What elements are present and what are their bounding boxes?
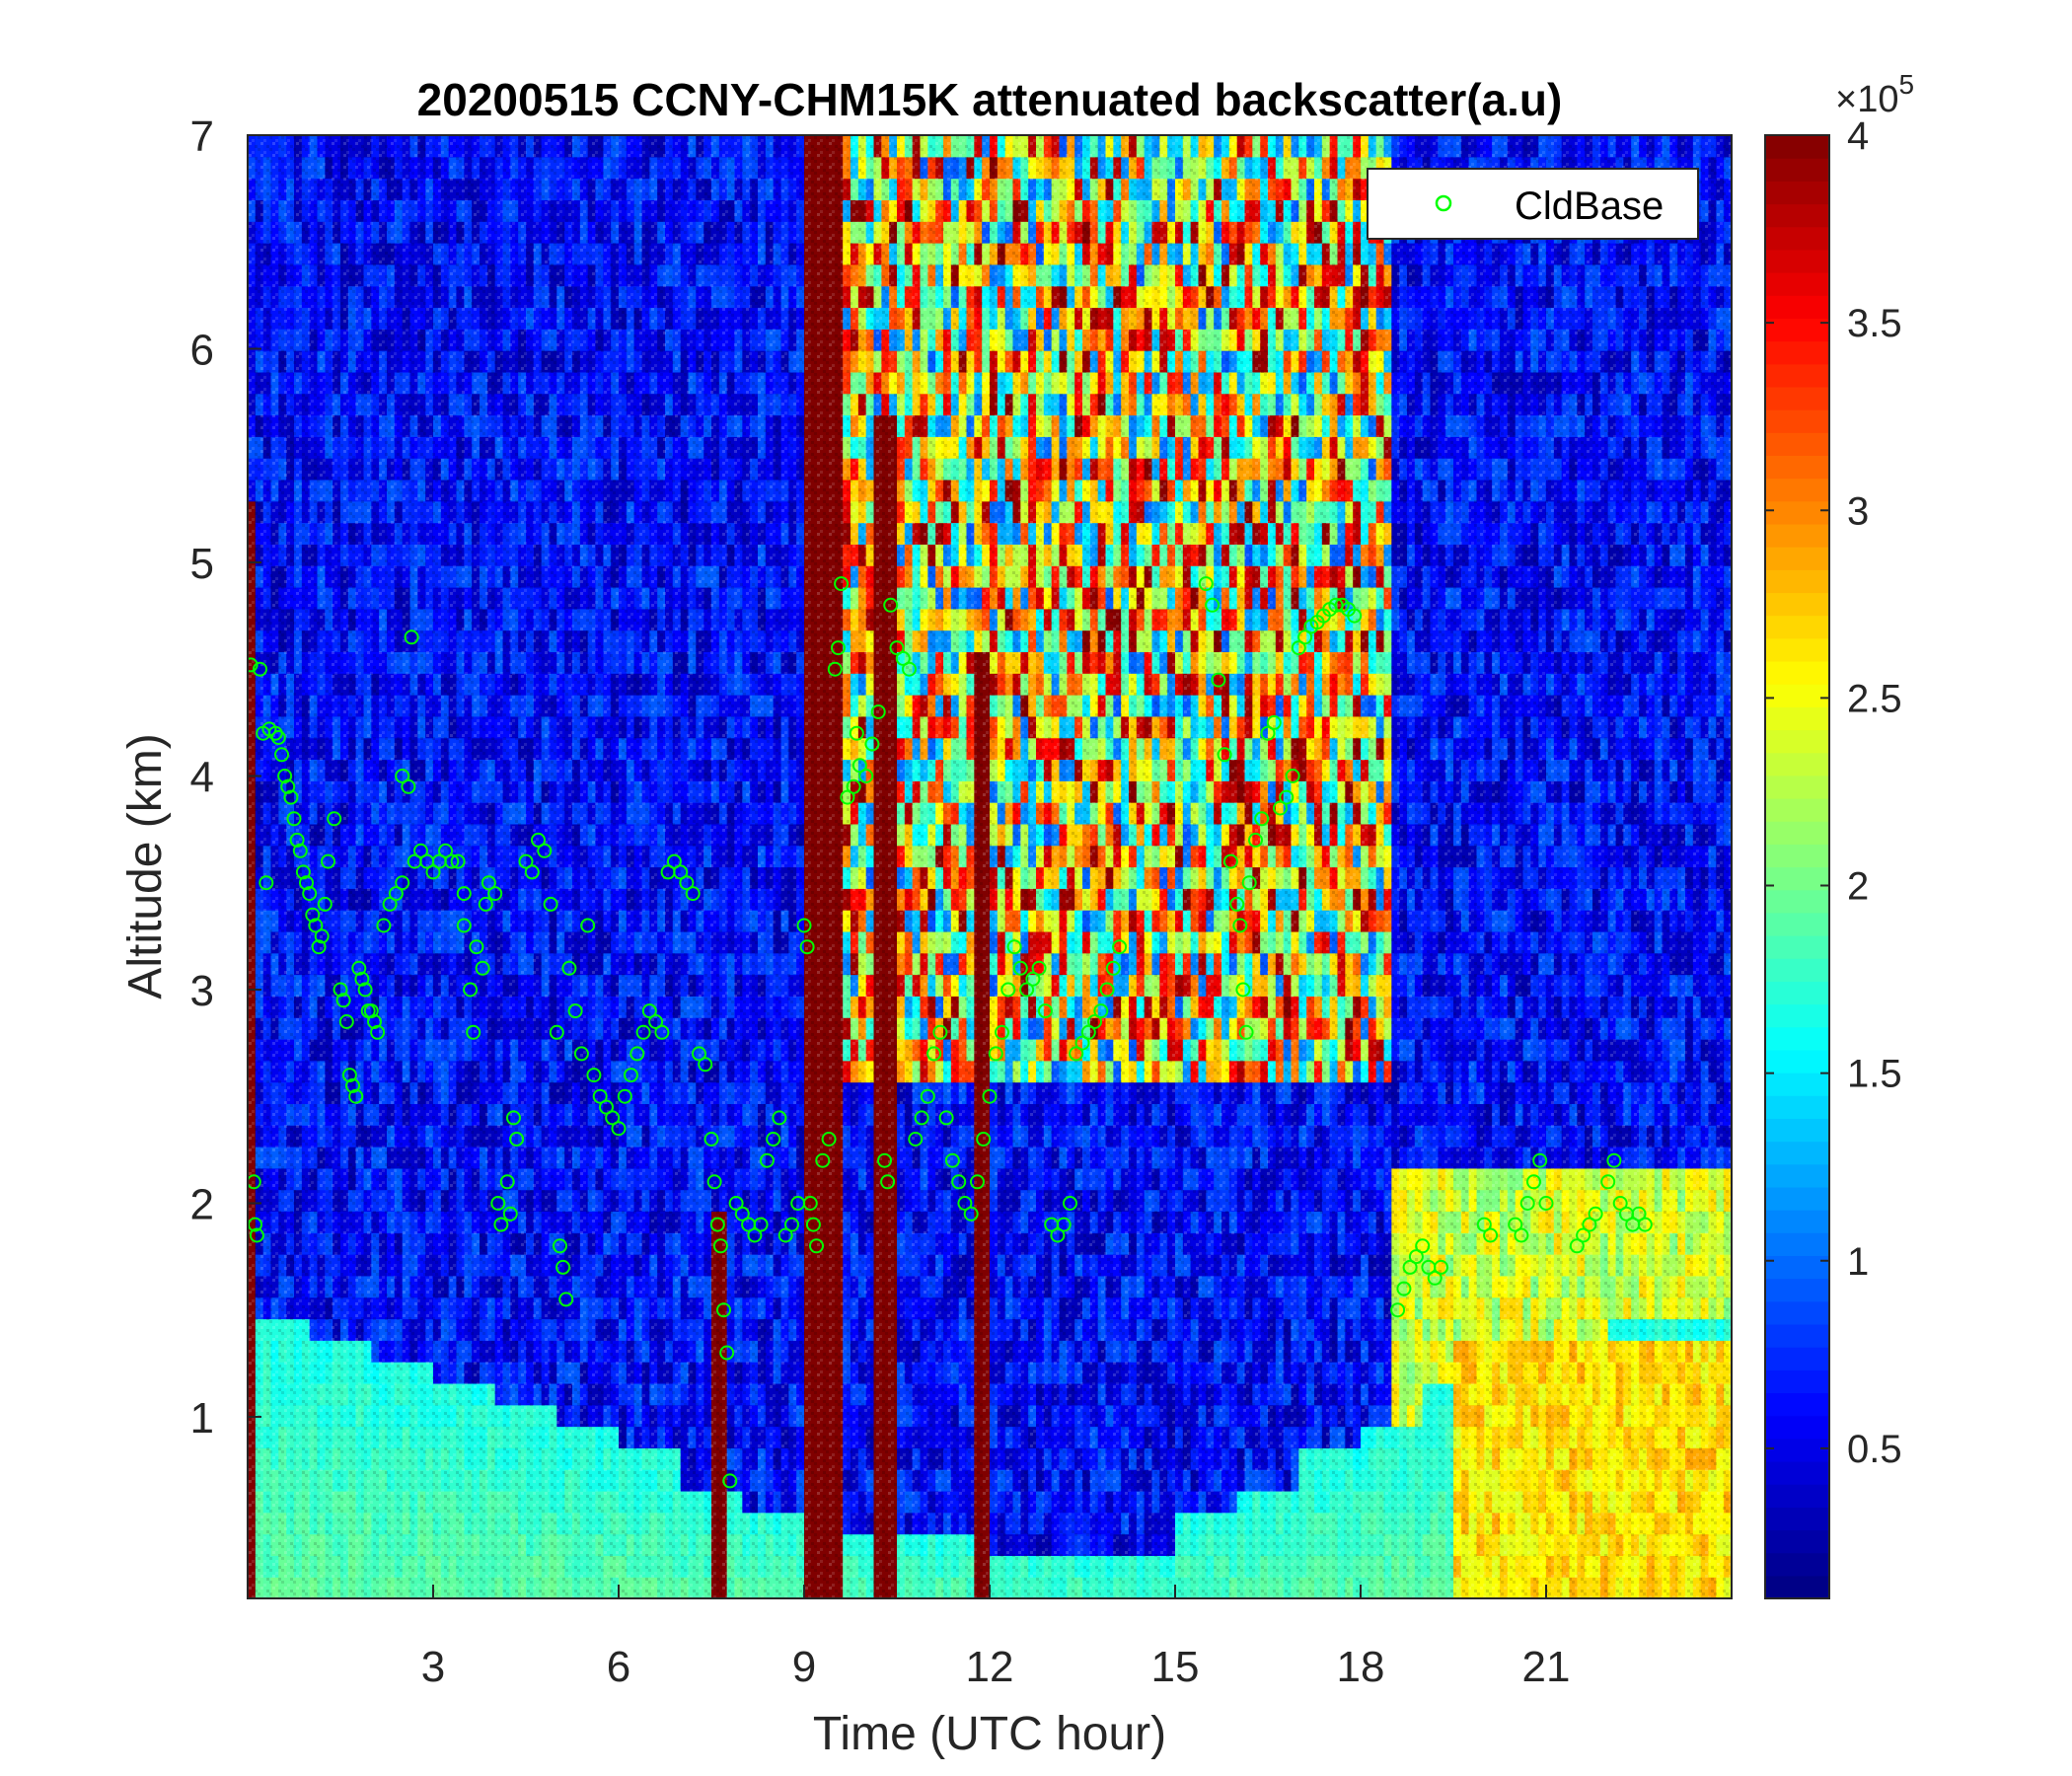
plot-area (247, 134, 1733, 1599)
chart-title: 20200515 CCNY-CHM15K attenuated backscat… (417, 74, 1563, 125)
